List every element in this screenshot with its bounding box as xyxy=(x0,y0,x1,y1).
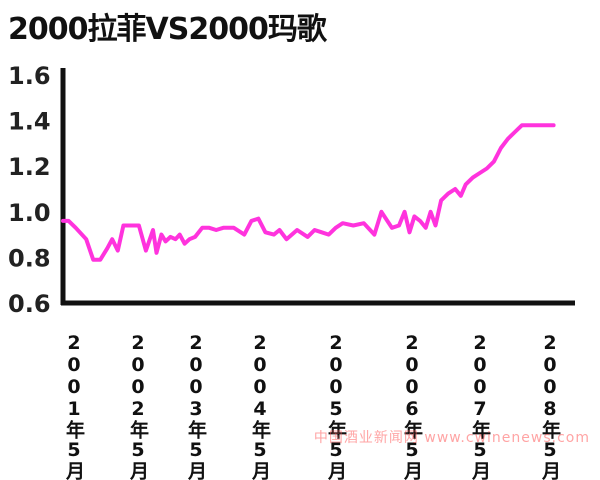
y-tick-label: 0.6 xyxy=(8,290,51,318)
y-tick-label: 1.2 xyxy=(8,153,51,181)
x-tick-label: 2003年5月 xyxy=(185,332,207,480)
line-chart: 1.6 1.4 1.2 1.0 0.8 0.6 xyxy=(8,62,575,318)
y-tick-label: 1.6 xyxy=(8,62,51,90)
x-tick-label: 2002年5月 xyxy=(127,332,149,480)
x-tick-label: 2004年5月 xyxy=(249,332,271,480)
y-tick-label: 1.0 xyxy=(8,199,51,227)
y-axis-ticks: 1.6 1.4 1.2 1.0 0.8 0.6 xyxy=(8,62,51,318)
watermark: 中国酒业新闻网 www.cwinenews.com xyxy=(313,430,590,446)
y-tick-label: 0.8 xyxy=(8,244,51,272)
x-tick-label: 2001年5月 xyxy=(63,332,85,480)
x-tick-label: 2005年5月 xyxy=(325,332,347,480)
y-tick-label: 1.4 xyxy=(8,108,51,136)
x-tick-label: 2008年5月 xyxy=(539,332,561,480)
x-tick-label: 2006年5月 xyxy=(401,332,423,480)
chart-title: 2000拉菲VS2000玛歌 xyxy=(8,12,327,47)
series-line xyxy=(61,123,556,262)
x-tick-label: 2007年5月 xyxy=(469,332,491,480)
